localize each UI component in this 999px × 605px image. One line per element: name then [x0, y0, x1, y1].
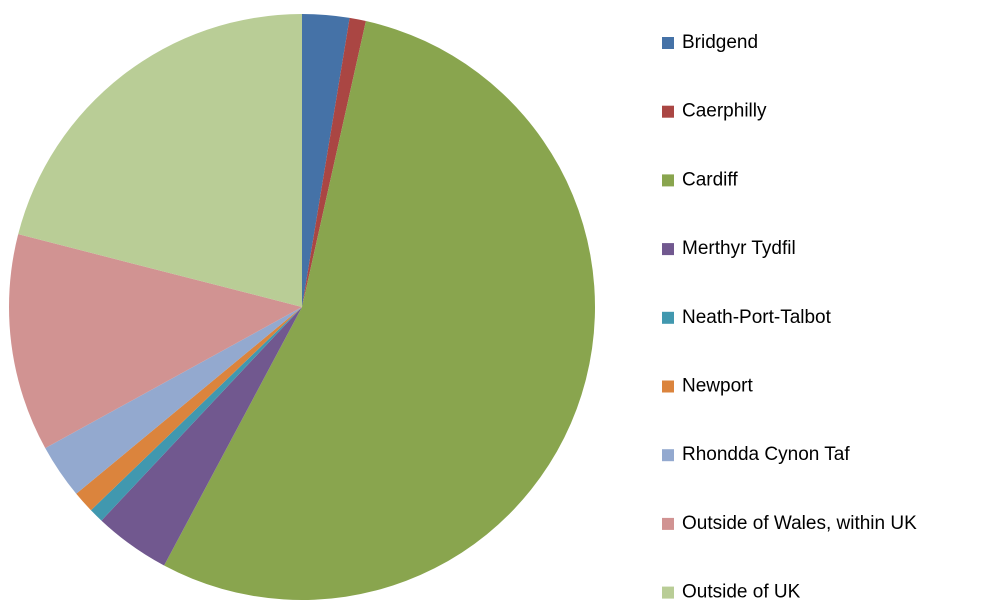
pie-slice — [302, 14, 350, 307]
pie-slice — [18, 14, 302, 307]
legend-label: Outside of Wales, within UK — [682, 513, 917, 534]
pie-slice — [76, 307, 302, 511]
legend-label: Neath-Port-Talbot — [682, 307, 832, 328]
legend-swatch — [662, 37, 674, 49]
legend-swatch — [662, 174, 674, 187]
legend-label: Merthyr Tydfil — [682, 238, 796, 259]
legend-label: Newport — [682, 376, 753, 397]
pie-slice — [302, 17, 366, 307]
legend-swatch — [662, 105, 674, 118]
pie-slice — [164, 21, 596, 601]
pie-slice — [101, 307, 302, 566]
legend-swatch — [662, 449, 674, 462]
legend-swatch — [662, 586, 674, 599]
legend-label: Cardiff — [682, 169, 738, 190]
legend-swatch — [662, 380, 674, 393]
legend-label: Outside of UK — [682, 582, 801, 603]
legend-swatch — [662, 311, 674, 324]
legend-swatch — [662, 517, 674, 530]
legend-label: Rhondda Cynon Taf — [682, 444, 850, 465]
legend-label: Bridgend — [682, 32, 758, 53]
legend-swatch — [662, 243, 674, 256]
pie-slice — [90, 307, 302, 521]
legend-label: Caerphilly — [682, 101, 767, 122]
pie-slice — [8, 234, 302, 449]
pie-slice — [45, 307, 303, 494]
